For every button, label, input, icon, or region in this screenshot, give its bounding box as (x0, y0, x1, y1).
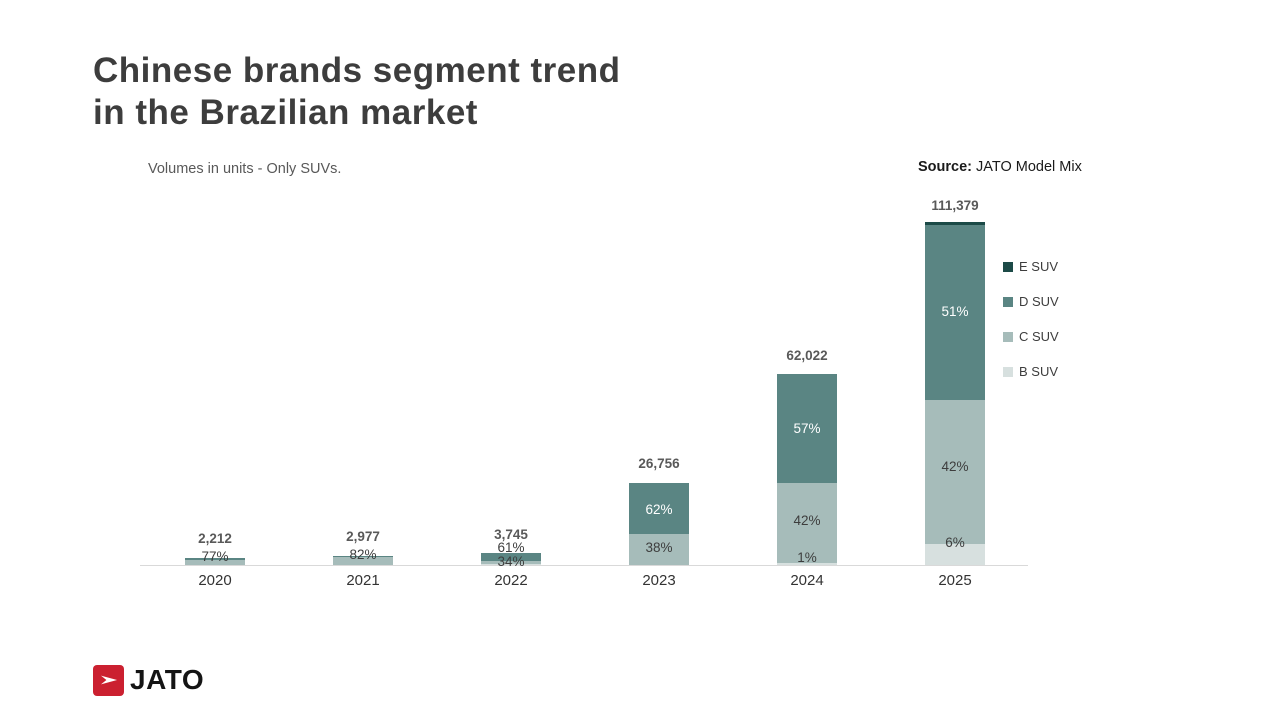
bar-2023 (629, 482, 689, 565)
pct-label-2025-0: 51% (941, 304, 969, 319)
legend-swatch-e-suv (1003, 261, 1013, 272)
total-label-2024: 62,022 (786, 348, 828, 363)
segment-2024-d-suv (777, 374, 837, 483)
bar-2024 (777, 374, 837, 565)
total-label-2022: 3,745 (494, 527, 528, 542)
legend-item-d-suv: D SUV (1003, 294, 1059, 309)
total-label-2023: 26,756 (638, 456, 680, 471)
segment-2020-c-suv (185, 559, 245, 565)
pct-label-2023-0: 62% (645, 502, 673, 517)
bar-2022 (481, 553, 541, 565)
jato-logo-arrow-icon (93, 664, 124, 696)
segment-2021-d-suv (333, 555, 393, 558)
x-axis-label-2023: 2023 (642, 572, 676, 589)
jato-logo-text: JATO (130, 664, 205, 695)
segment-2022-c-suv (481, 560, 541, 565)
pct-label-2023-1: 38% (645, 540, 673, 555)
pct-label-2020-0: 77% (201, 549, 229, 564)
source-caption: Source: JATO Model Mix (918, 159, 1082, 175)
segment-2023-c-suv (629, 533, 689, 565)
legend-item-b-suv: B SUV (1003, 364, 1059, 379)
x-axis-label-2020: 2020 (198, 572, 232, 589)
bar-2020 (185, 558, 245, 565)
x-axis-label-2025: 2025 (938, 572, 972, 589)
segment-2025-d-suv (925, 225, 985, 401)
pct-label-2024-2: 1% (797, 550, 817, 565)
x-axis-label-2022: 2022 (494, 572, 528, 589)
title-line-2: in the Brazilian market (93, 93, 478, 132)
legend-label: D SUV (1019, 294, 1059, 309)
source-label: Source: (918, 159, 972, 175)
total-label-2020: 2,212 (198, 531, 232, 546)
segment-2022-b-suv (481, 564, 541, 565)
pct-label-2024-0: 57% (793, 421, 821, 436)
segment-2023-d-suv (629, 482, 689, 534)
bar-2025 (925, 222, 985, 565)
segment-2020-d-suv (185, 558, 245, 560)
segment-2025-c-suv (925, 400, 985, 545)
pct-label-2025-2: 6% (945, 535, 965, 550)
x-axis-label-2024: 2024 (790, 572, 824, 589)
pct-label-2021-0: 82% (349, 547, 377, 562)
legend-item-c-suv: C SUV (1003, 329, 1059, 344)
pct-label-2025-1: 42% (941, 459, 969, 474)
segment-2025-b-suv (925, 544, 985, 565)
jato-logo: JATO (93, 664, 204, 696)
total-label-2025: 111,379 (931, 198, 979, 213)
legend-swatch-c-suv (1003, 331, 1013, 342)
source-text: JATO Model Mix (972, 159, 1082, 175)
bar-2021 (333, 555, 393, 565)
pct-label-2022-1: 34% (497, 554, 525, 569)
pct-label-2024-1: 42% (793, 513, 821, 528)
segment-2022-d-suv (481, 553, 541, 561)
segment-2025-e-suv (925, 222, 985, 226)
chart-legend: E SUV D SUV C SUV B SUV (1003, 259, 1059, 399)
legend-swatch-d-suv (1003, 296, 1013, 307)
x-axis-label-2021: 2021 (346, 572, 380, 589)
legend-label: C SUV (1019, 329, 1059, 344)
legend-label: E SUV (1019, 259, 1059, 274)
pct-label-2022-0: 61% (497, 540, 525, 555)
title-line-1: Chinese brands segment trend (93, 51, 621, 90)
legend-swatch-b-suv (1003, 366, 1013, 377)
total-label-2021: 2,977 (346, 529, 380, 544)
segment-2024-c-suv (777, 482, 837, 564)
chart-note: Volumes in units - Only SUVs. (148, 161, 342, 177)
segment-2024-b-suv (777, 563, 837, 565)
legend-label: B SUV (1019, 364, 1059, 379)
segment-2021-c-suv (333, 557, 393, 565)
chart-plot-area: 2,212 77% 2020 2,977 82% 2021 3,745 61% 34% 2022 2… (140, 185, 1028, 589)
legend-item-e-suv: E SUV (1003, 259, 1059, 274)
page-title: Chinese brands segment trend in the Braz… (93, 50, 620, 134)
